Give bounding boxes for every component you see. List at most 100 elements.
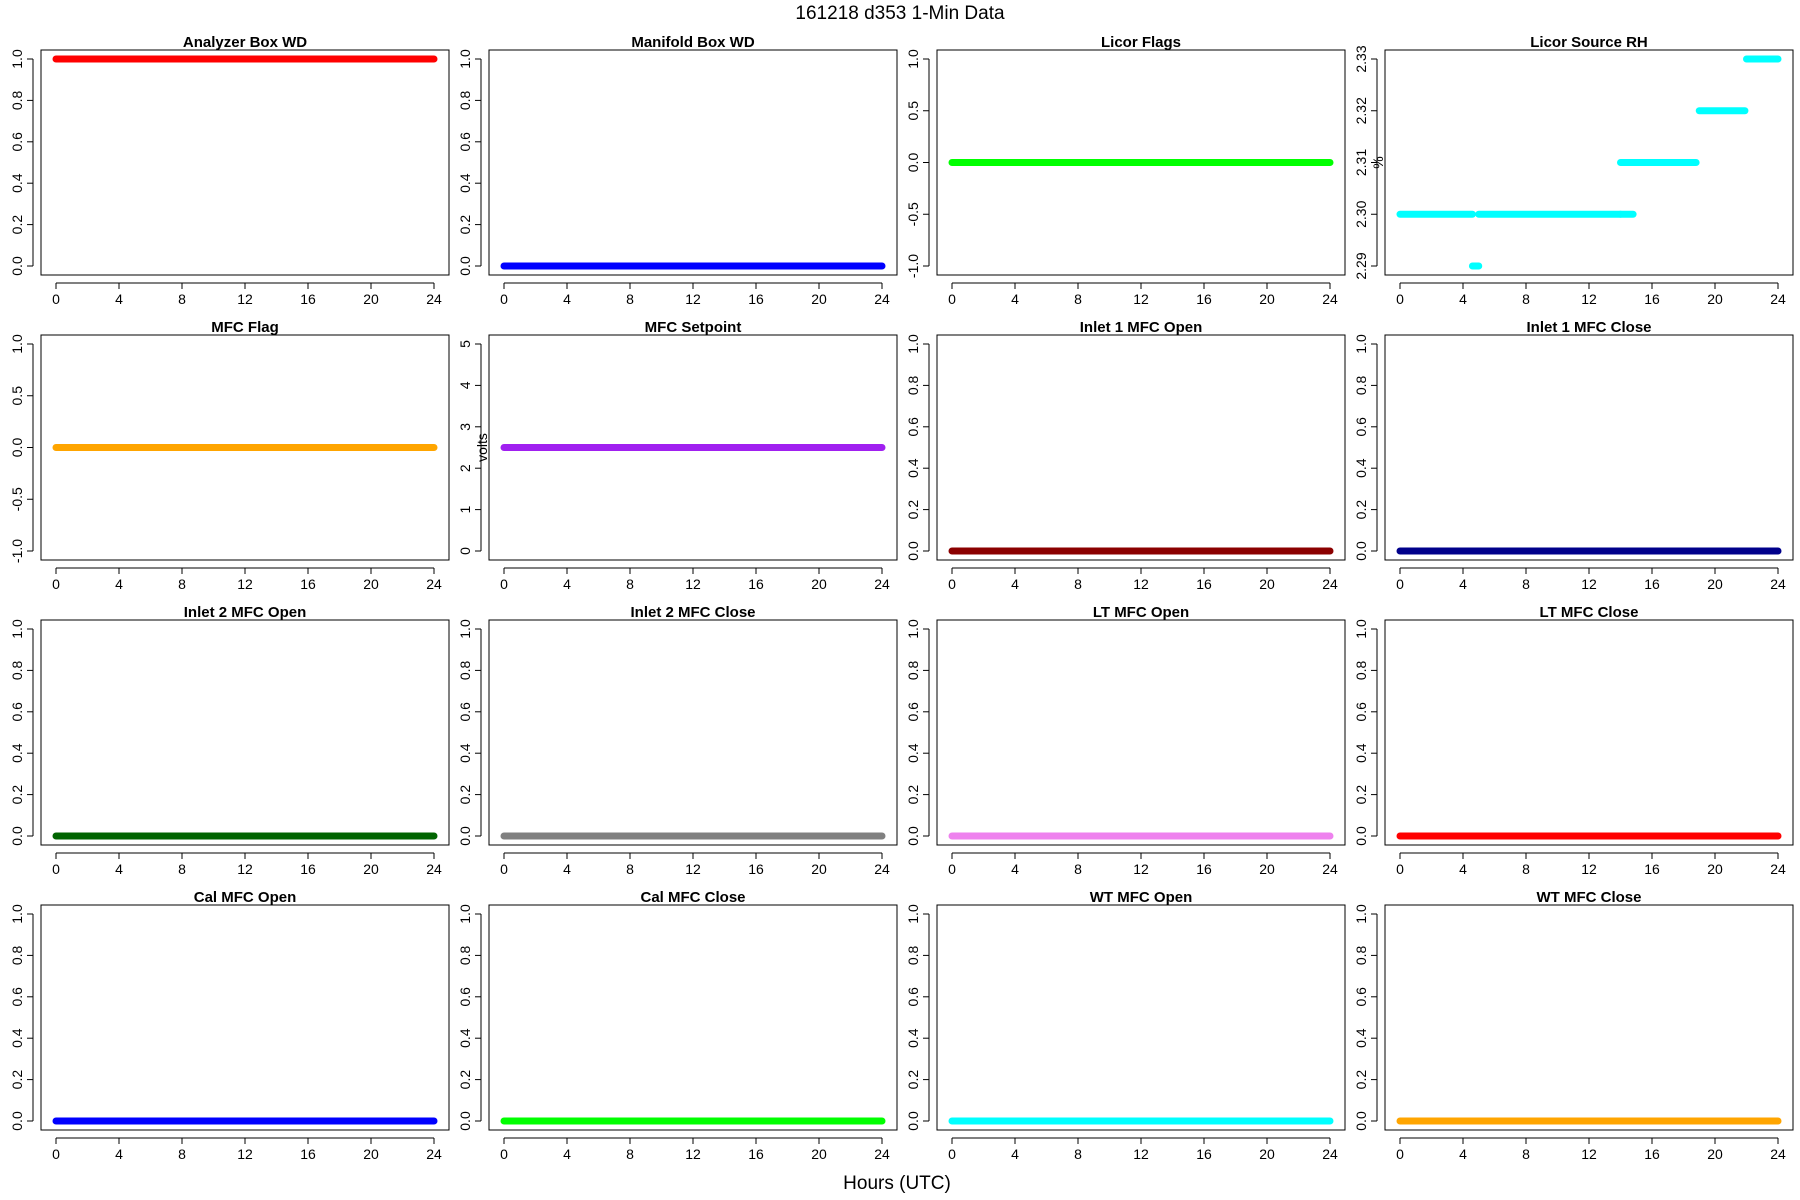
plot-frame — [1384, 49, 1794, 276]
x-tick-label: 24 — [1322, 291, 1338, 307]
x-tick-label: 20 — [1707, 291, 1723, 307]
panel-12: Cal MFC Open 0 4 8 12 16 20 24 0.0 0.2 0.4 0.6 0.8 1.… — [9, 889, 450, 1162]
panel-13: Cal MFC Close 0 4 8 12 16 20 24 0.0 0.2 0.4 0.6 0.8 1… — [457, 889, 898, 1162]
y-tick-label: 0.2 — [9, 785, 25, 805]
y-tick-label: 0.6 — [905, 987, 921, 1007]
y-tick-label: 0.0 — [1353, 826, 1369, 846]
x-tick-label: 16 — [1644, 1146, 1660, 1162]
y-tick-label: 2.32 — [1353, 97, 1369, 124]
y-tick-label: 0.4 — [457, 173, 473, 193]
panel-10: LT MFC Open 0 4 8 12 16 20 24 0.0 0.2 0.4 0.6 0.8 1.0 — [905, 604, 1346, 877]
plot-frame — [488, 904, 898, 1131]
x-tick-label: 24 — [1770, 861, 1786, 877]
panel-8: Inlet 2 MFC Open 0 4 8 12 16 20 24 0.0 0.2 0.4 0.6 0… — [9, 604, 450, 877]
y-tick-label: 0.6 — [1353, 702, 1369, 722]
y-tick-label: 0.2 — [1353, 785, 1369, 805]
panel-15: WT MFC Close 0 4 8 12 16 20 24 0.0 0.2 0.4 0.6 0.8 1.… — [1353, 889, 1794, 1162]
y-tick-label: 1.0 — [905, 904, 921, 924]
y-tick-label: 4 — [457, 381, 473, 389]
x-tick-label: 12 — [1133, 291, 1149, 307]
plot-frame — [488, 619, 898, 846]
x-tick-label: 16 — [1196, 291, 1212, 307]
y-tick-label: 0.8 — [905, 945, 921, 965]
panel-0: Analyzer Box WD 0 4 8 12 16 20 24 0.0 0.2 0.4 0.6 0.… — [9, 34, 450, 307]
y-tick-label: 0.4 — [1353, 458, 1369, 478]
x-tick-label: 12 — [685, 1146, 701, 1162]
y-axis-label: % — [1370, 156, 1386, 168]
y-tick-label: 0.0 — [905, 1111, 921, 1131]
y-tick-label: 0.2 — [457, 215, 473, 235]
x-tick-label: 4 — [1011, 861, 1019, 877]
y-tick-label: 0.2 — [905, 1070, 921, 1090]
y-tick-label: 0.4 — [9, 173, 25, 193]
x-tick-label: 12 — [685, 576, 701, 592]
y-tick-label: 1.0 — [457, 904, 473, 924]
x-tick-label: 12 — [237, 576, 253, 592]
x-tick-label: 16 — [1644, 861, 1660, 877]
x-tick-label: 0 — [948, 576, 956, 592]
panel-14: WT MFC Open 0 4 8 12 16 20 24 0.0 0.2 0.4 0.6 0.8 1.0 — [905, 889, 1346, 1162]
x-tick-label: 0 — [1396, 861, 1404, 877]
x-tick-label: 8 — [1522, 1146, 1530, 1162]
y-tick-label: 1.0 — [1353, 619, 1369, 639]
x-tick-label: 8 — [626, 576, 634, 592]
x-tick-label: 0 — [52, 1146, 60, 1162]
x-tick-label: 4 — [563, 1146, 571, 1162]
x-tick-label: 16 — [300, 291, 316, 307]
x-tick-label: 16 — [300, 861, 316, 877]
x-tick-label: 12 — [685, 291, 701, 307]
y-tick-label: 1.0 — [905, 49, 921, 69]
x-tick-label: 24 — [426, 576, 442, 592]
x-tick-label: 12 — [1133, 861, 1149, 877]
x-tick-label: 4 — [1459, 1146, 1467, 1162]
plot-frame — [488, 334, 898, 561]
panel-title: Inlet 1 MFC Open — [1080, 319, 1203, 336]
x-tick-label: 24 — [1770, 1146, 1786, 1162]
y-tick-label: 0.0 — [457, 826, 473, 846]
y-tick-label: 0.4 — [9, 1028, 25, 1048]
x-tick-label: 16 — [300, 576, 316, 592]
x-tick-label: 20 — [363, 1146, 379, 1162]
y-tick-label: 0.0 — [1353, 541, 1369, 561]
x-tick-label: 4 — [563, 576, 571, 592]
x-tick-label: 8 — [1074, 576, 1082, 592]
panel-title: LT MFC Close — [1540, 604, 1639, 621]
x-tick-label: 16 — [1196, 1146, 1212, 1162]
panel-title: Licor Flags — [1101, 34, 1181, 51]
x-tick-label: 8 — [178, 576, 186, 592]
x-tick-label: 8 — [1074, 861, 1082, 877]
y-tick-label: 0.0 — [905, 541, 921, 561]
y-tick-label: 0 — [457, 547, 473, 555]
x-tick-label: 16 — [748, 861, 764, 877]
panel-4: MFC Flag 0 4 8 12 16 20 24 -1.0 -0.5 0.0 0.5 1.0 — [9, 319, 450, 592]
y-tick-label: 1.0 — [9, 904, 25, 924]
x-tick-label: 20 — [1259, 861, 1275, 877]
x-axis-label: Hours (UTC) — [843, 1173, 951, 1194]
x-tick-label: 8 — [1522, 861, 1530, 877]
x-tick-label: 0 — [1396, 576, 1404, 592]
panel-title: Licor Source RH — [1530, 34, 1648, 51]
y-tick-label: 0.6 — [905, 417, 921, 437]
x-tick-label: 20 — [1707, 861, 1723, 877]
y-tick-label: 0.0 — [905, 153, 921, 173]
x-tick-label: 24 — [1770, 576, 1786, 592]
x-tick-label: 16 — [1196, 861, 1212, 877]
x-tick-label: 16 — [748, 576, 764, 592]
y-tick-label: 0.2 — [1353, 1070, 1369, 1090]
y-tick-label: 1.0 — [9, 619, 25, 639]
x-tick-label: 0 — [948, 861, 956, 877]
x-tick-label: 24 — [1322, 576, 1338, 592]
panel-1: Manifold Box WD 0 4 8 12 16 20 24 0.0 0.2 0.4 0.6 0.… — [457, 34, 898, 307]
y-tick-label: 2.29 — [1353, 252, 1369, 279]
x-tick-label: 8 — [1074, 1146, 1082, 1162]
y-tick-label: 1.0 — [905, 334, 921, 354]
panel-2: Licor Flags 0 4 8 12 16 20 24 -1.0 -0.5 0.0 0.5 1.0 — [905, 34, 1346, 307]
y-tick-label: 0.2 — [9, 1070, 25, 1090]
x-tick-label: 0 — [948, 291, 956, 307]
x-tick-label: 20 — [811, 861, 827, 877]
panel-title: Inlet 2 MFC Open — [184, 604, 307, 621]
x-tick-label: 4 — [115, 291, 123, 307]
x-tick-label: 4 — [1011, 576, 1019, 592]
y-tick-label: 2 — [457, 464, 473, 472]
